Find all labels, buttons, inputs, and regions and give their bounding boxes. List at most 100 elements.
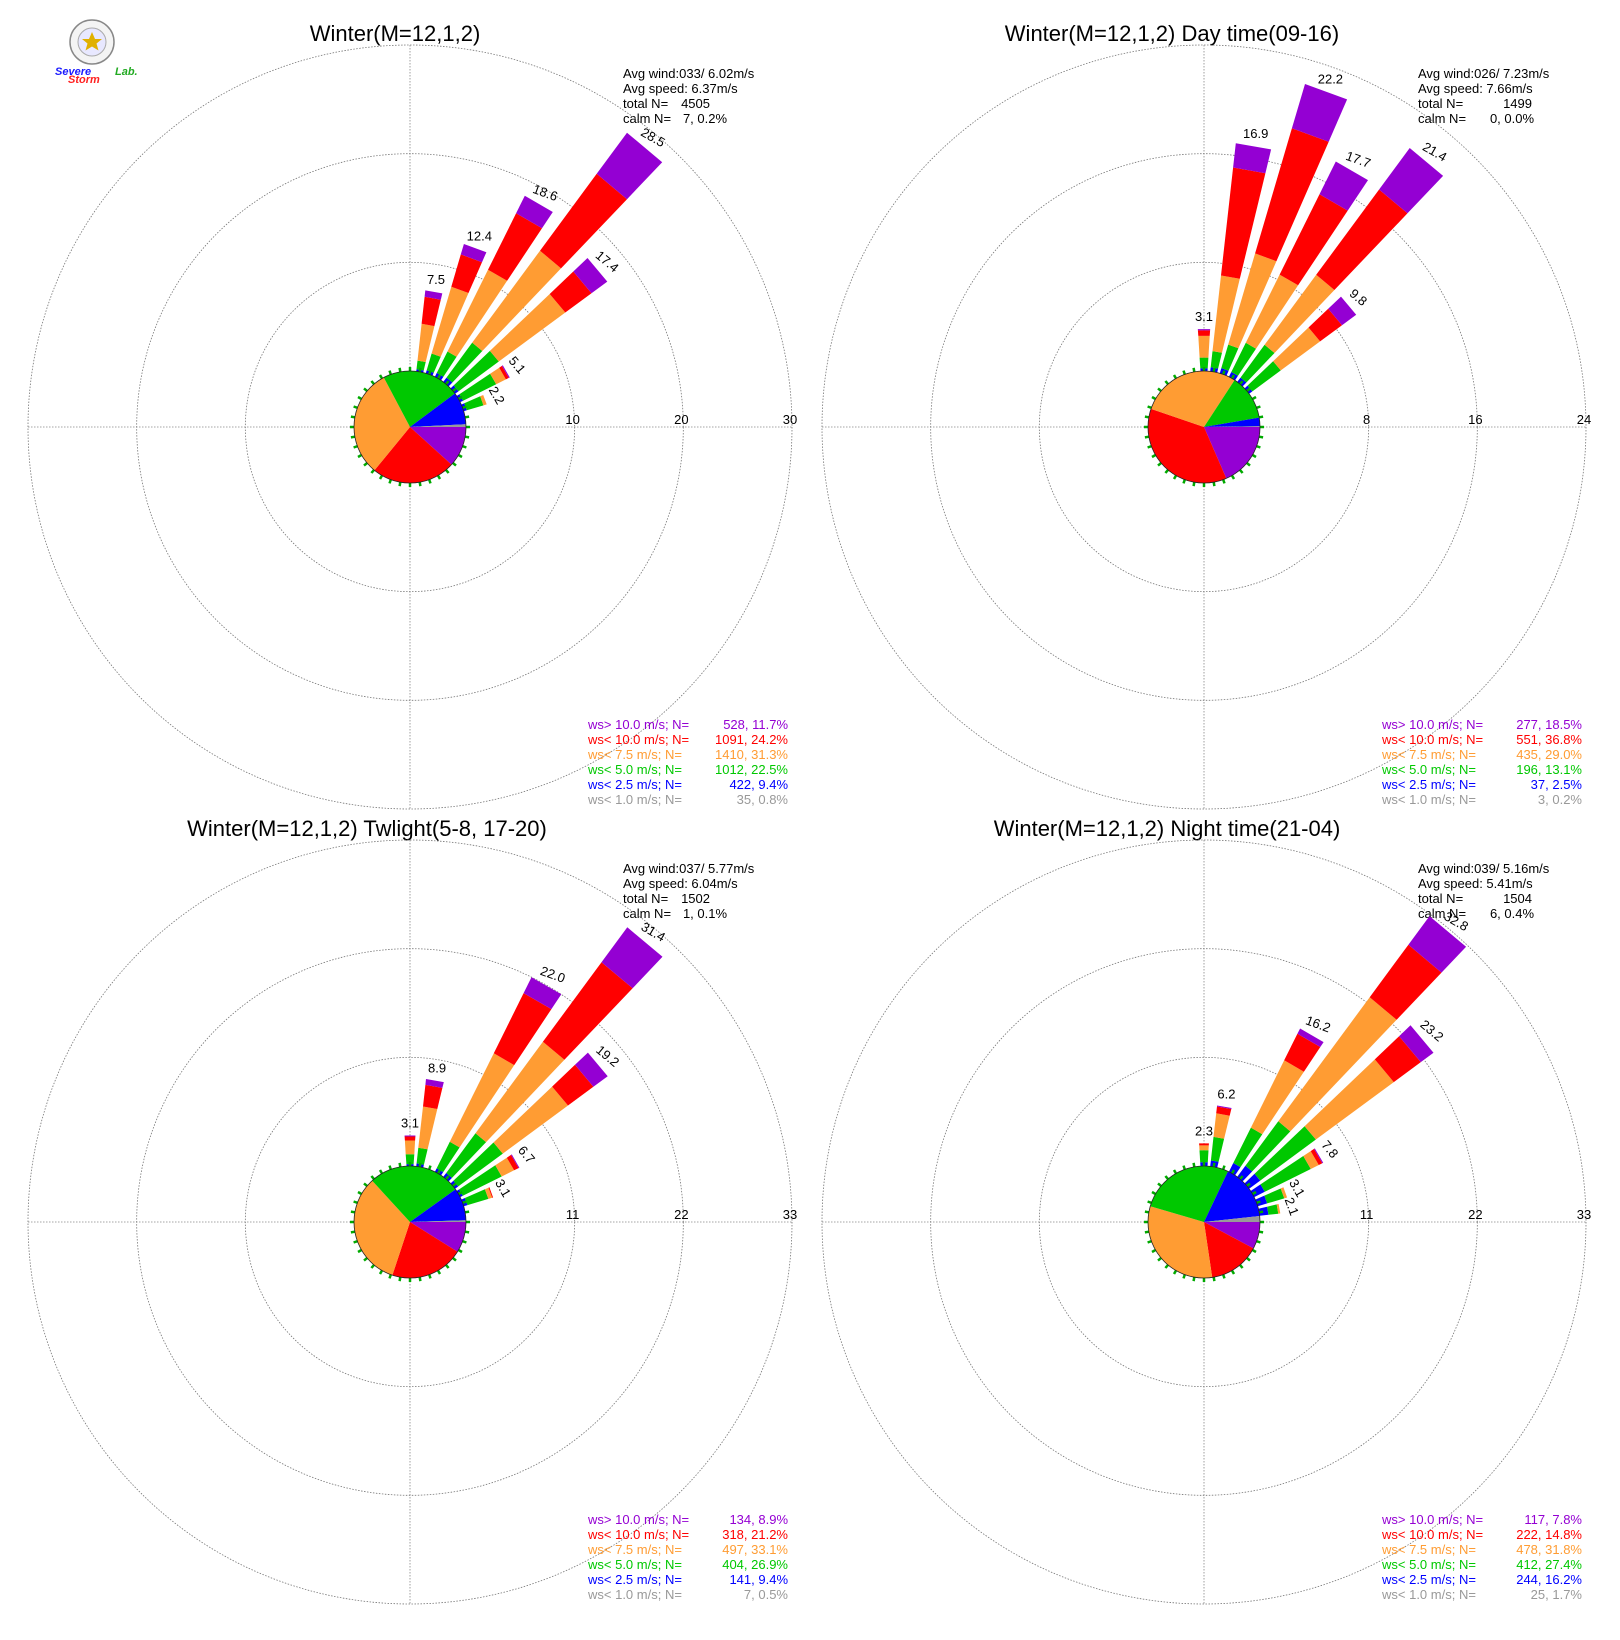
stat-calm-value: 6, 0.4% (1490, 906, 1535, 921)
minor-direction-tick (1192, 1162, 1196, 1168)
minor-direction-tick (452, 462, 457, 467)
stat-calm-label: calm N= (623, 111, 671, 126)
legend-label-lt25: ws< 2.5 m/s; N= (1381, 777, 1476, 792)
pie-slice-lt1 (1204, 426, 1261, 427)
bar-segment-lt5 (436, 1141, 460, 1173)
bar-segment-lt10 (1316, 189, 1408, 290)
minor-direction-tick (428, 370, 432, 375)
bar-segment-lt75 (431, 286, 469, 357)
minor-direction-tick (428, 1165, 432, 1170)
minor-direction-tick (1182, 370, 1186, 375)
ring-label: 8 (1363, 412, 1370, 427)
bar-segment-lt75 (495, 1157, 515, 1177)
ring (244, 261, 576, 593)
minor-direction-tick (1182, 1165, 1186, 1170)
minor-direction-tick (398, 367, 402, 373)
bar-segment-lt5 (1210, 351, 1222, 369)
ring-label: 33 (1577, 1207, 1591, 1222)
bar-segment-lt10 (488, 213, 542, 281)
minor-direction-tick (1151, 453, 1157, 459)
bar-segment-lt75 (1198, 335, 1210, 358)
bar-segment-lt10 (542, 962, 633, 1060)
legend-value-lt10: 222, 14.8% (1516, 1527, 1582, 1542)
wind-rose-panel-day-time: Winter(M=12,1,2) Day time(09-16) Avg win… (821, 21, 1591, 810)
legend-label-lt1: ws< 1.0 m/s; N= (587, 792, 682, 807)
bar-segment-lt10 (423, 1084, 443, 1109)
direction-bar: 8.9 (416, 1060, 446, 1168)
minor-direction-tick (1251, 453, 1257, 459)
bar-segment-lt10 (488, 1187, 494, 1198)
ring-label: 30 (783, 412, 797, 427)
bar-segment-lt10 (421, 296, 441, 327)
minor-direction-tick (457, 1248, 463, 1254)
minor-direction-tick (418, 367, 422, 373)
bar-segment-lt10 (1197, 330, 1211, 336)
bar-total-label: 3.1 (492, 1176, 514, 1199)
bar-segment-lt5 (1199, 357, 1209, 369)
legend-value-gt10: 134, 8.9% (729, 1512, 788, 1527)
minor-direction-tick (428, 1274, 432, 1279)
minor-direction-tick (1239, 1264, 1244, 1269)
bar-segment-lt5 (1210, 1136, 1225, 1162)
direction-bar: 16.9 (1210, 126, 1272, 373)
bar-segment-lt5 (453, 350, 499, 392)
direction-bar: 12.4 (425, 229, 492, 376)
direction-bar: 16.2 (1228, 1013, 1333, 1176)
bar-segment-lt25 (1255, 1195, 1268, 1207)
direction-bar: 6.2 (1210, 1087, 1235, 1168)
minor-direction-tick (1164, 1264, 1169, 1269)
bar-total-label: 3.1 (1195, 309, 1213, 324)
ring (930, 948, 1478, 1496)
stat-avg-speed: Avg speed: 5.41m/s (1418, 876, 1533, 891)
pie-slice-lt5 (1204, 380, 1260, 427)
bar-segment-lt10 (499, 365, 509, 380)
panel-title: Winter(M=12,1,2) Day time(09-16) (1005, 21, 1339, 46)
minor-direction-tick (357, 1248, 363, 1254)
minor-direction-tick (1144, 435, 1150, 439)
ring-label: 16 (1468, 412, 1482, 427)
minor-direction-tick (1192, 367, 1196, 373)
legend-value-lt10: 1091, 24.2% (715, 732, 788, 747)
minor-direction-tick (398, 1276, 402, 1282)
minor-direction-tick (464, 415, 470, 419)
minor-direction-tick (1151, 1248, 1157, 1254)
bar-segment-gt10 (1328, 296, 1357, 326)
legend-label-gt10: ws> 10.0 m/s; N= (587, 717, 689, 732)
ring (244, 1056, 576, 1388)
bar-segment-lt75 (493, 1086, 568, 1154)
bar-segment-lt75 (1276, 1204, 1281, 1214)
logo-star-icon (82, 32, 102, 51)
minor-direction-tick (1192, 1276, 1196, 1282)
ring (136, 948, 684, 1496)
bar-segment-lt5 (464, 396, 484, 411)
minor-direction-tick (1172, 374, 1178, 380)
stat-total-value: 1504 (1503, 891, 1532, 906)
stat-calm-value: 0, 0.0% (1490, 111, 1535, 126)
bar-total-label: 6.7 (515, 1143, 538, 1166)
bar-segment-lt5 (1199, 1150, 1209, 1163)
bar-segment-lt75 (1303, 1151, 1319, 1169)
legend-value-lt25: 244, 16.2% (1516, 1572, 1582, 1587)
bar-segment-lt5 (1260, 1156, 1311, 1192)
bar-segment-gt10 (1379, 148, 1444, 214)
bar-segment-lt10 (493, 993, 552, 1066)
minor-direction-tick (462, 1240, 467, 1244)
legend-value-lt10: 551, 36.8% (1516, 732, 1582, 747)
minor-direction-tick (445, 469, 450, 474)
legend-value-lt5: 196, 13.1% (1516, 762, 1582, 777)
speed-legend: ws> 10.0 m/s; N= 117, 7.8% ws< 10.0 m/s; … (1381, 1512, 1582, 1602)
bar-segment-gt10 (424, 290, 443, 300)
minor-direction-tick (357, 395, 363, 401)
legend-value-lt1: 35, 0.8% (737, 792, 789, 807)
ring-label: 22 (674, 1207, 688, 1222)
bar-segment-lt75 (1264, 274, 1335, 353)
minor-direction-tick (452, 387, 457, 392)
ring-label: 33 (783, 1207, 797, 1222)
stat-avg-speed: Avg speed: 6.04m/s (623, 876, 738, 891)
direction-bar: 2.1 (1258, 1195, 1302, 1217)
bar-segment-gt10 (601, 927, 663, 989)
bar-segment-lt75 (1273, 327, 1321, 371)
minor-direction-tick (388, 1274, 392, 1279)
legend-label-lt25: ws< 2.5 m/s; N= (587, 1572, 682, 1587)
minor-direction-tick (462, 1200, 467, 1204)
